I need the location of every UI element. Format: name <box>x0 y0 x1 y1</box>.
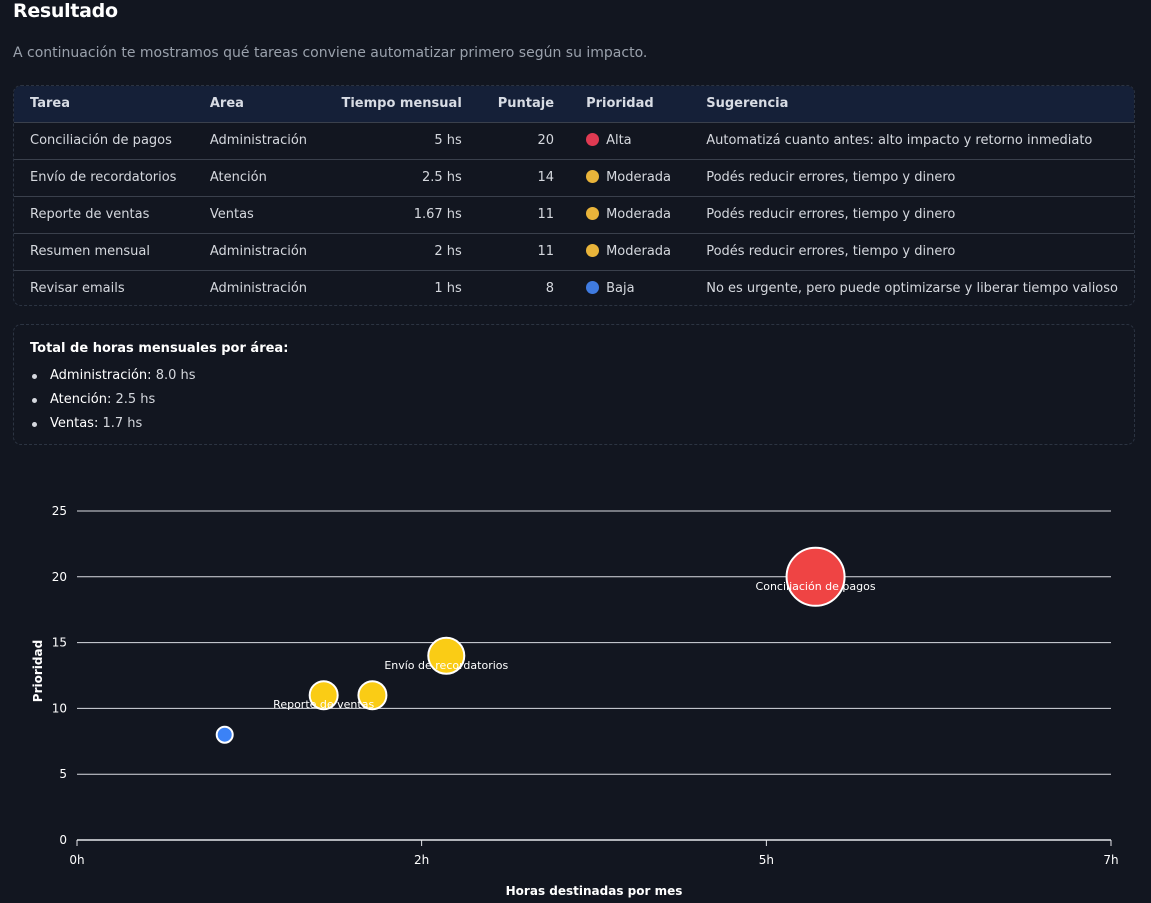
header-time[interactable]: Tiempo mensual <box>341 96 462 112</box>
summary-area: Atención: <box>50 392 112 407</box>
priority-dot-icon <box>586 170 600 183</box>
results-table: Tarea Area Tiempo mensual Puntaje Priori… <box>14 86 1134 305</box>
results-table-container: Tarea Area Tiempo mensual Puntaje Priori… <box>13 85 1135 306</box>
cell-score: 20 <box>537 133 555 148</box>
cell-area: Atención <box>209 170 267 185</box>
table-row: Revisar emails Administración 1 hs 8 Baj… <box>14 270 1134 305</box>
cell-suggestion: Podés reducir errores, tiempo y dinero <box>706 170 956 185</box>
scatter-point[interactable] <box>357 680 388 711</box>
header-score[interactable]: Puntaje <box>497 96 555 112</box>
cell-time: 2.5 hs <box>421 170 462 185</box>
cell-time: 5 hs <box>434 133 462 148</box>
scatter-point[interactable] <box>308 680 339 711</box>
scatter-point[interactable] <box>785 546 846 607</box>
priority-dot-icon <box>586 281 600 295</box>
y-tick-label: 25 <box>52 504 67 518</box>
summary-value: 2.5 hs <box>115 392 156 407</box>
cell-time: 1 hs <box>434 281 462 297</box>
cell-task: Conciliación de pagos <box>30 133 172 148</box>
priority-label: Moderada <box>606 170 672 185</box>
header-area[interactable]: Area <box>209 96 244 112</box>
cell-priority: Moderada <box>570 159 690 196</box>
summary-list: Administración: 8.0 hs Atención: 2.5 hs … <box>30 367 196 439</box>
priority-label: Alta <box>606 133 632 148</box>
list-item: Atención: 2.5 hs <box>30 391 196 415</box>
cell-priority: Moderada <box>570 233 690 270</box>
cell-score: 11 <box>537 244 555 259</box>
table-row: Reporte de ventas Ventas 1.67 hs 11 Mode… <box>14 196 1134 233</box>
scatter-point[interactable] <box>215 725 234 744</box>
cell-time: 2 hs <box>434 244 462 259</box>
cell-task: Resumen mensual <box>30 244 150 259</box>
list-item: Administración: 8.0 hs <box>30 367 196 391</box>
cell-area: Administración <box>209 244 308 259</box>
summary-value: 8.0 hs <box>155 368 196 383</box>
page-subtitle: A continuación te mostramos qué tareas c… <box>13 45 648 61</box>
cell-score: 8 <box>545 281 555 297</box>
summary-title: Total de horas mensuales por área: <box>30 341 289 356</box>
page-title: Resultado <box>13 0 118 22</box>
summary-area: Ventas: <box>50 416 99 431</box>
cell-area: Administración <box>209 281 308 297</box>
y-tick-label: 20 <box>52 570 67 584</box>
table-row: Conciliación de pagos Administración 5 h… <box>14 122 1134 159</box>
table-row: Envío de recordatorios Atención 2.5 hs 1… <box>14 159 1134 196</box>
list-item: Ventas: 1.7 hs <box>30 415 196 439</box>
cell-priority: Baja <box>570 270 690 305</box>
priority-label: Baja <box>606 281 635 297</box>
cell-suggestion: Podés reducir errores, tiempo y dinero <box>706 207 956 222</box>
cell-area: Administración <box>209 133 308 148</box>
scatter-point[interactable] <box>427 636 466 675</box>
point-label: Reporte de ventas <box>273 698 374 711</box>
header-task[interactable]: Tarea <box>30 96 70 112</box>
x-tick-label: 7h <box>1103 853 1118 867</box>
cell-score: 14 <box>537 170 555 185</box>
priority-label: Moderada <box>606 244 672 259</box>
y-tick-label: 0 <box>59 833 67 847</box>
cell-priority: Moderada <box>570 196 690 233</box>
y-tick-label: 10 <box>52 701 67 715</box>
cell-time: 1.67 hs <box>413 207 462 222</box>
cell-priority: Alta <box>570 122 690 159</box>
priority-dot-icon <box>586 207 600 220</box>
priority-scatter-chart: 0 5 10 15 20 25 0h 2h 5h 7h Conciliación de pagos… <box>31 504 1119 898</box>
hours-summary-panel: Total de horas mensuales por área: Admin… <box>13 324 1135 445</box>
x-tick-label: 2h <box>414 853 429 867</box>
x-axis-title: Horas destinadas por mes <box>506 884 683 898</box>
table-body: Conciliación de pagos Administración 5 h… <box>14 122 1134 305</box>
y-tick-label: 15 <box>52 636 67 650</box>
cell-suggestion: Automatizá cuanto antes: alto impacto y … <box>706 133 1093 148</box>
x-tick-label: 0h <box>69 853 84 867</box>
cell-area: Ventas <box>209 207 254 222</box>
cell-score: 11 <box>537 207 555 222</box>
priority-label: Moderada <box>606 207 672 222</box>
x-tick-label: 5h <box>759 853 774 867</box>
priority-dot-icon <box>586 133 600 146</box>
summary-area: Administración: <box>50 368 152 383</box>
y-tick-label: 5 <box>59 767 67 781</box>
header-suggestion[interactable]: Sugerencia <box>706 96 789 112</box>
summary-value: 1.7 hs <box>102 416 143 431</box>
table-header-row: Tarea Area Tiempo mensual Puntaje Priori… <box>14 86 1134 122</box>
priority-dot-icon <box>586 244 600 257</box>
point-label: Conciliación de pagos <box>756 580 876 593</box>
cell-task: Revisar emails <box>30 281 125 297</box>
y-axis-title: Prioridad <box>31 640 45 702</box>
cell-task: Envío de recordatorios <box>30 170 177 185</box>
cell-suggestion: No es urgente, pero puede optimizarse y … <box>706 281 1118 297</box>
point-label: Envío de recordatorios <box>384 659 508 672</box>
header-priority[interactable]: Prioridad <box>586 96 654 112</box>
cell-task: Reporte de ventas <box>30 207 150 222</box>
table-row: Resumen mensual Administración 2 hs 11 M… <box>14 233 1134 270</box>
cell-suggestion: Podés reducir errores, tiempo y dinero <box>706 244 956 259</box>
